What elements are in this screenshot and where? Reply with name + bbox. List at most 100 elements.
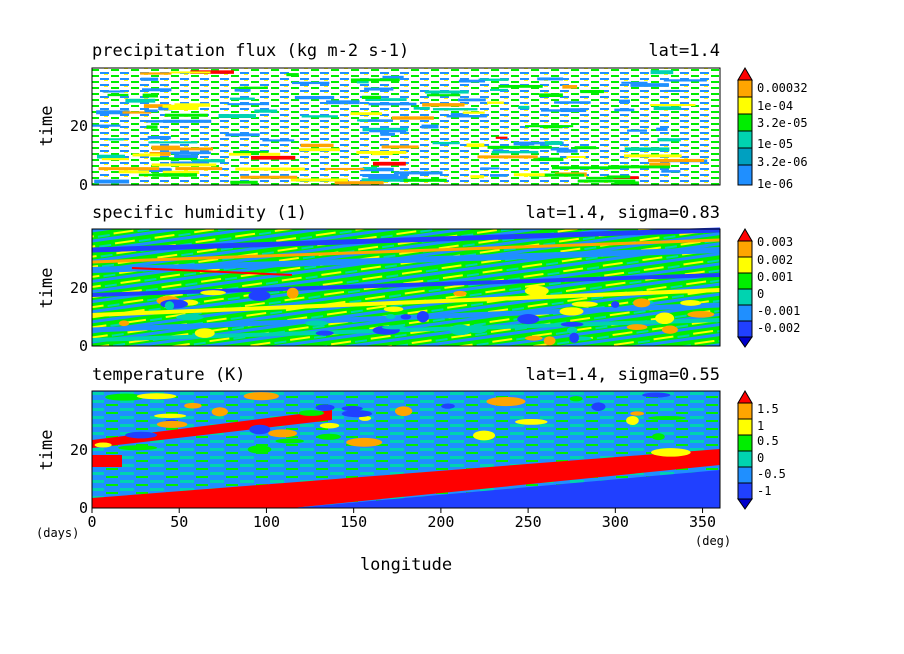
precip-streak	[132, 153, 161, 157]
humidity-blob	[569, 332, 579, 344]
precip-streak	[529, 173, 585, 177]
colorbar-label: -0.5	[757, 467, 786, 481]
precip-streak	[146, 125, 158, 129]
humidity-blob	[164, 301, 175, 311]
colorbar-swatch	[737, 147, 753, 166]
precip-streak	[432, 108, 478, 111]
precip-streak	[362, 166, 378, 170]
temperature-blob	[441, 403, 455, 409]
temperature-blob	[642, 392, 671, 398]
y-tick-label: 0	[79, 499, 88, 517]
temperature-blob	[473, 430, 496, 441]
precip-streak	[166, 151, 211, 155]
temperature-blob	[486, 396, 526, 407]
precip-streak	[491, 150, 539, 154]
temperature-blob	[247, 445, 272, 454]
precip-streak	[649, 162, 671, 166]
temperature-blob	[626, 415, 639, 425]
humidity-blob	[416, 310, 429, 323]
temperature-cold-region	[92, 470, 720, 508]
x-unit-label: (deg)	[695, 534, 731, 548]
precip-streak	[426, 94, 461, 97]
precip-streak	[227, 103, 270, 106]
panel-subtitle: lat=1.4, sigma=0.83	[526, 203, 720, 223]
humidity-blob	[655, 312, 675, 325]
precip-streak	[367, 119, 394, 122]
colorbar-label: 0.003	[757, 235, 793, 249]
precip-streak	[262, 139, 295, 142]
temperature-blob	[515, 418, 548, 425]
precip-streak	[294, 95, 335, 100]
precip-streak	[150, 157, 198, 161]
precip-streak	[550, 147, 569, 151]
precip-streak	[151, 163, 217, 167]
y-unit-label: (days)	[36, 526, 79, 540]
humidity-blob	[305, 320, 328, 326]
temperature-blob	[394, 406, 413, 416]
precip-streak	[334, 181, 384, 185]
precip-streak	[151, 147, 213, 151]
precip-streak	[544, 141, 563, 145]
humidity-blob	[687, 311, 715, 318]
precip-streak	[142, 93, 158, 98]
precip-streak	[368, 175, 408, 180]
colorbar-label: 0	[757, 451, 764, 465]
colorbar-swatch	[737, 434, 753, 452]
precip-streak	[144, 109, 158, 113]
precip-streak	[413, 107, 430, 110]
colorbar-label: 0.002	[757, 253, 793, 267]
humidity-blob	[517, 314, 540, 325]
precip-streak	[96, 154, 126, 159]
colorbar-label: 1e-06	[757, 177, 793, 191]
colorbar-top-arrow	[737, 228, 753, 242]
colorbar-label: -0.002	[757, 321, 800, 335]
colorbar-label: 1.5	[757, 402, 779, 416]
y-axis-label: time	[37, 430, 57, 471]
temperature-blob	[136, 393, 177, 400]
precip-streak	[665, 89, 681, 92]
temperature-warm-patch	[92, 455, 122, 467]
precip-streak	[225, 133, 260, 137]
x-axis-label: longitude	[360, 555, 452, 575]
humidity-blob	[160, 299, 188, 309]
humidity-blob	[286, 287, 299, 299]
colorbar: 0.003 0.002 0.001 0 -0.001 -0.002	[737, 228, 800, 348]
temperature-blob	[346, 437, 383, 447]
precip-streak	[164, 113, 208, 117]
precip-streak	[230, 180, 258, 184]
colorbar-swatch	[737, 96, 753, 115]
precip-streak	[233, 150, 269, 154]
plot-frame	[91, 228, 721, 347]
panel-subtitle: lat=1.4, sigma=0.55	[526, 365, 720, 385]
precip-streak	[391, 116, 434, 120]
colorbar-label: 0.00032	[757, 81, 808, 95]
precip-streak	[495, 136, 508, 139]
precip-streak	[259, 152, 281, 156]
precip-streak	[380, 132, 395, 136]
precip-streak	[421, 124, 439, 129]
temperature-blob	[184, 402, 202, 409]
precip-streak	[623, 154, 682, 158]
precip-streak	[149, 151, 171, 156]
x-tick-label: 150	[340, 513, 367, 531]
precip-streak	[560, 108, 587, 113]
colorbar-label: 0.001	[757, 270, 793, 284]
humidity-blob	[661, 325, 678, 334]
precip-streak	[361, 95, 381, 99]
precip-streak	[362, 173, 399, 178]
y-tick-label: 0	[79, 176, 88, 194]
precip-streak	[621, 81, 648, 84]
precip-streak	[301, 115, 338, 118]
precip-streak	[140, 77, 159, 81]
temperature-blob	[569, 396, 583, 402]
humidity-blob	[118, 320, 130, 327]
colorbar-swatch	[737, 164, 753, 186]
temperature-blob	[319, 422, 340, 429]
humidity-blob	[680, 300, 702, 306]
plot-frame	[91, 67, 721, 186]
y-tick-label: 0	[79, 337, 88, 355]
colorbar-top-arrow	[737, 67, 753, 81]
precip-streak	[250, 155, 296, 160]
precip-streak	[657, 138, 681, 142]
temperature-blob	[315, 404, 335, 411]
